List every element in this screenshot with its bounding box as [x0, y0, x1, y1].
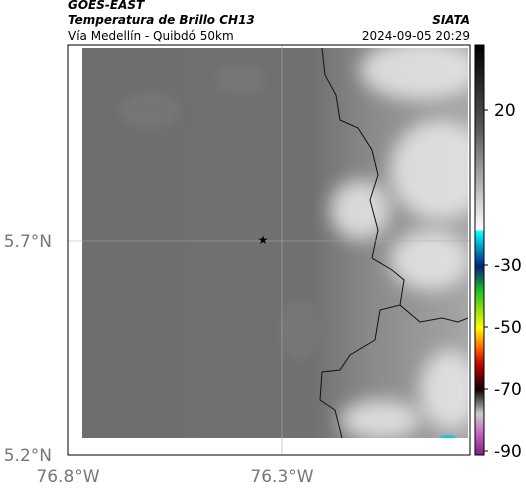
colorbar-tick-label: 20: [494, 101, 516, 121]
title-line: GOES-EAST: [68, 0, 145, 12]
colorbar: [474, 44, 485, 456]
colorbar-ticks: 20 -30 -50 -70 -90: [484, 101, 522, 462]
colorbar-tick-label: -50: [494, 318, 522, 338]
lon-label: 76.3°W: [250, 467, 313, 487]
map-frame: [67, 44, 471, 456]
location-marker: ★: [258, 233, 269, 247]
datetime: 2024-09-05 20:29: [362, 29, 470, 43]
lat-label: 5.7°N: [4, 232, 52, 252]
subtitle: Vía Medellín - Quibdó 50km: [68, 29, 234, 43]
colorbar-tick-label: -90: [494, 442, 522, 462]
lat-label: 5.2°N: [4, 446, 52, 466]
colorbar-tick-label: -30: [494, 256, 522, 276]
colorbar-tick-label: -70: [494, 380, 522, 400]
lon-label: 76.8°W: [36, 467, 99, 487]
title-line: Temperatura de Brillo CH13: [68, 13, 255, 27]
satellite-image: [82, 48, 468, 438]
source: SIATA: [432, 13, 470, 27]
